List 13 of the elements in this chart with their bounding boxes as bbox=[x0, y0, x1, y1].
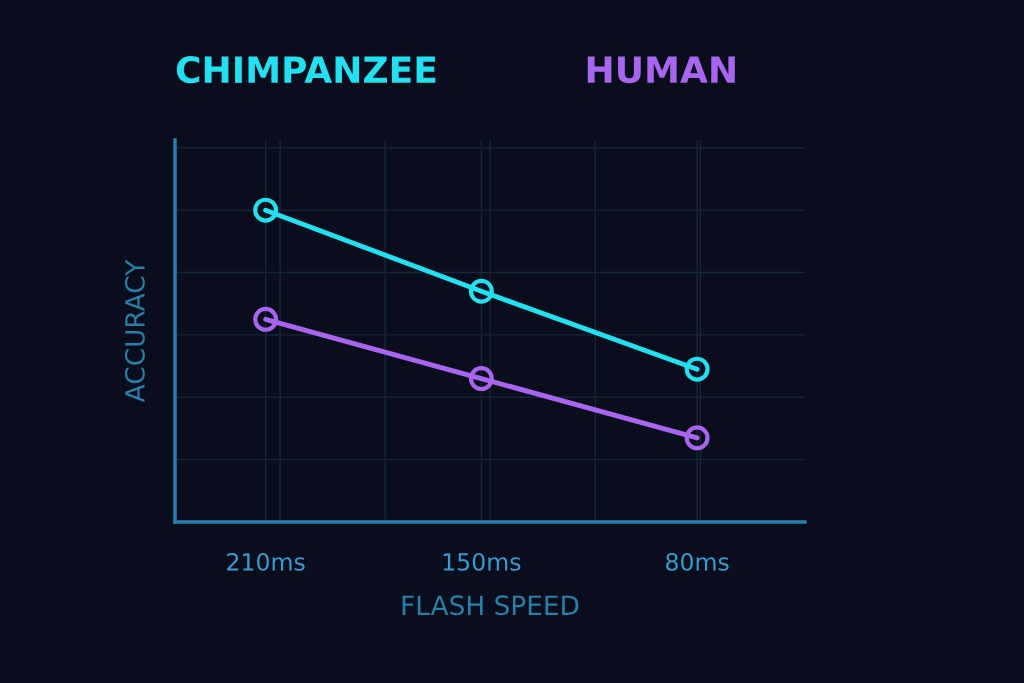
point bbox=[468, 278, 494, 304]
text: HUMAN bbox=[587, 56, 735, 84]
x-axis-title: FLASH SPEED bbox=[402, 595, 579, 616]
point bbox=[684, 425, 710, 451]
point bbox=[253, 197, 279, 223]
x-tick-label: 210ms bbox=[227, 552, 305, 571]
point bbox=[253, 306, 279, 332]
point bbox=[684, 356, 710, 382]
y-axis-title: ACCURACY bbox=[124, 259, 145, 403]
x-tick-label: 150ms bbox=[443, 552, 521, 571]
x-tick-label: 80ms bbox=[666, 552, 729, 571]
point bbox=[468, 366, 494, 392]
text: CHIMPANZEE bbox=[176, 56, 436, 84]
